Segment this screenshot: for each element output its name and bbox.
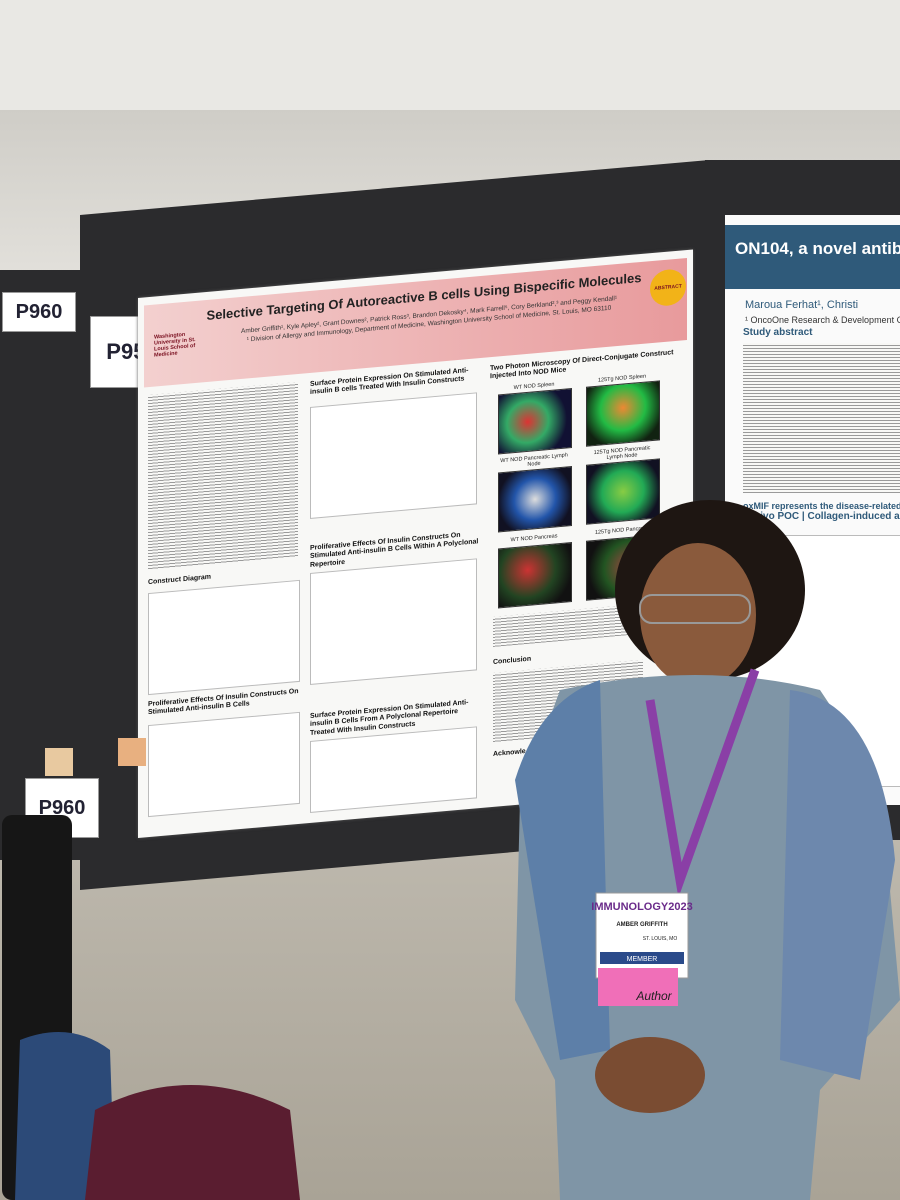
neighbor-authors: Maroua Ferhat¹, Christi: [745, 299, 859, 311]
neighbor-highlight: oxMIF represents the disease-related: [743, 501, 900, 511]
ribbon: [598, 968, 678, 1006]
hands: [595, 1037, 705, 1113]
cup: [118, 738, 146, 766]
neighbor-text: [743, 343, 900, 493]
board-label: P960: [2, 292, 76, 332]
badge-strip: [600, 952, 684, 964]
badge-event: IMMUNOLOGY2023: [591, 901, 692, 913]
ceiling: [0, 0, 900, 110]
lanyard: [645, 668, 760, 898]
ribbon-text: Author: [635, 989, 672, 1003]
glasses: [639, 594, 751, 624]
badge-type: MEMBER: [627, 956, 658, 963]
sleeve: [780, 690, 895, 1080]
badge-location: ST. LOUIS, MO: [643, 936, 678, 942]
handbag: [85, 1085, 300, 1200]
cup: [45, 748, 73, 776]
face: [640, 543, 756, 687]
neighbor-section: In vivo POC | Collagen-induced arthri: [743, 511, 900, 522]
sleeve: [515, 680, 610, 1060]
neighbor-title: ON104, a novel antib: [725, 225, 900, 289]
neighbor-poster: ON104, a novel antib Maroua Ferhat¹, Chr…: [725, 215, 900, 805]
badge-name: AMBER GRIFFITH: [616, 922, 667, 928]
neighbor-affiliation: ¹ OncoOne Research & Development Gmbl: [745, 315, 900, 325]
neighbor-section: Study abstract: [743, 327, 813, 338]
